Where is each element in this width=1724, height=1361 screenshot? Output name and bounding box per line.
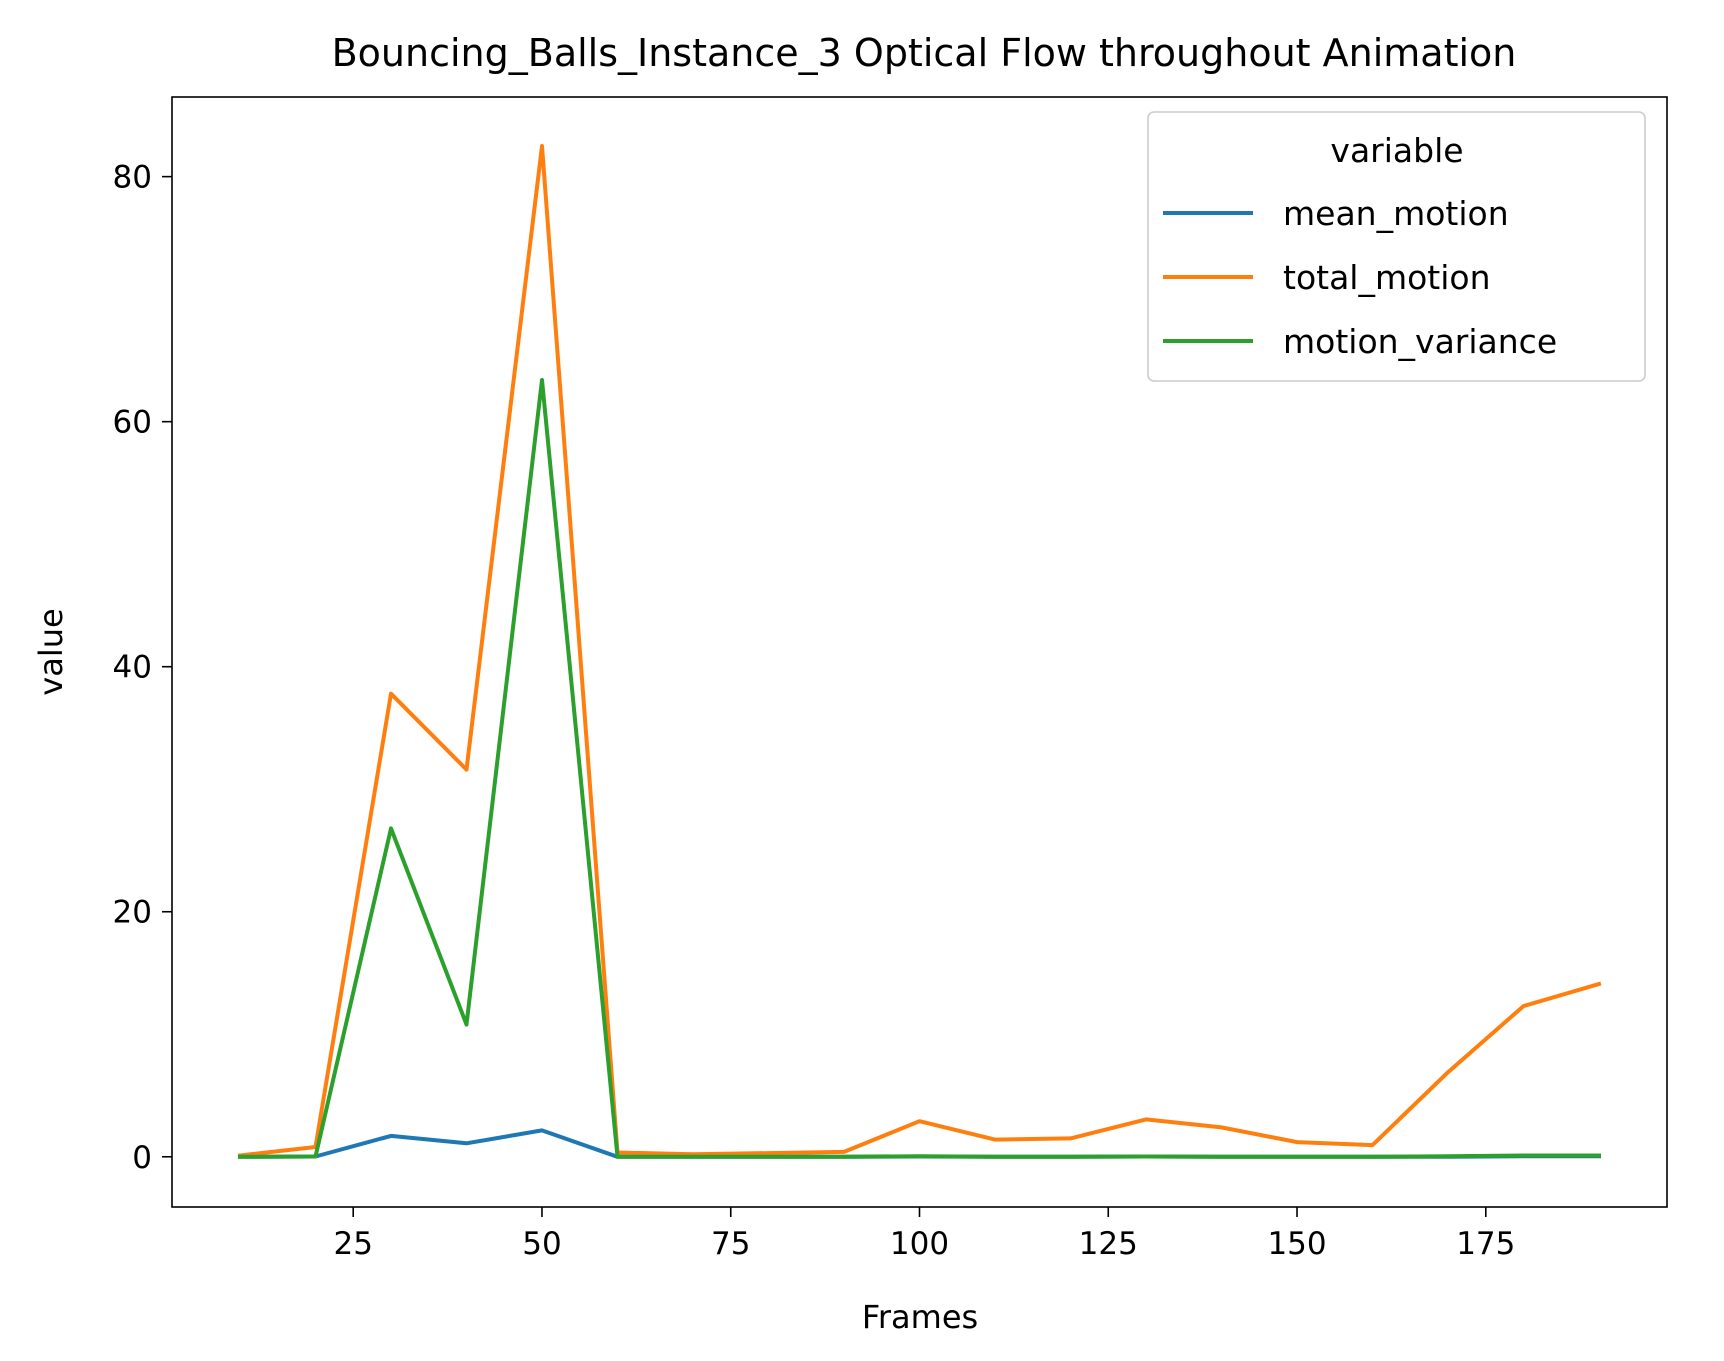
- legend-entries: mean_motion total_motion motion_variance: [1163, 194, 1557, 361]
- series-line-total-motion: [237, 144, 1602, 1158]
- legend-title: variable: [1330, 131, 1463, 170]
- y-tick-label: 60: [113, 405, 152, 441]
- x-tick-label: 125: [1079, 1226, 1138, 1262]
- x-tick-label: 100: [890, 1226, 949, 1262]
- chart-title: Bouncing_Balls_Instance_3 Optical Flow t…: [332, 31, 1517, 75]
- x-axis-ticks: 25 50 75 100 125 150 175: [333, 1207, 1515, 1262]
- legend-box: [1147, 111, 1646, 382]
- y-axis-ticks: 0 20 40 60 80: [113, 160, 172, 1176]
- x-tick-label: 175: [1456, 1226, 1515, 1262]
- x-tick-label: 25: [333, 1226, 372, 1262]
- x-tick-label: 75: [711, 1226, 750, 1262]
- legend-label: mean_motion: [1283, 194, 1509, 233]
- y-axis-label: value: [32, 608, 70, 695]
- series-layer: [237, 144, 1602, 1159]
- x-tick-label: 150: [1267, 1226, 1326, 1262]
- legend-label: motion_variance: [1283, 322, 1557, 361]
- x-axis-label: Frames: [862, 1298, 978, 1336]
- y-tick-label: 0: [132, 1140, 152, 1176]
- y-tick-label: 40: [113, 650, 152, 686]
- y-tick-label: 20: [113, 895, 152, 931]
- series-line-motion-variance: [237, 378, 1601, 1159]
- legend: variable mean_motion total_motion motion_v…: [1147, 111, 1646, 382]
- x-tick-label: 50: [522, 1226, 561, 1262]
- y-tick-label: 80: [113, 160, 152, 196]
- legend-label: total_motion: [1283, 258, 1491, 297]
